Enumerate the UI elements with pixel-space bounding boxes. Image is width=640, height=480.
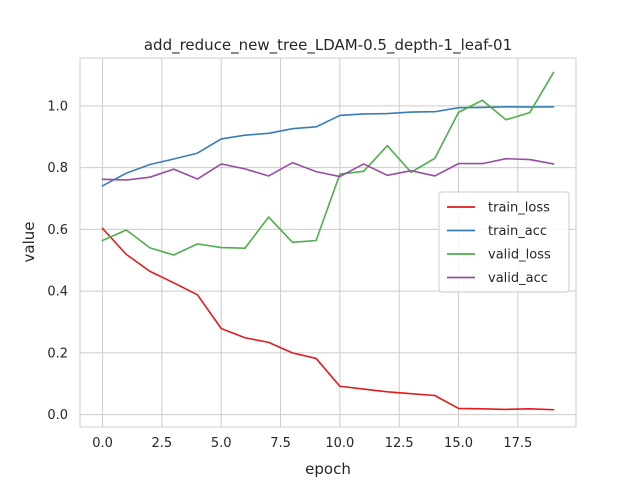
chart-title: add_reduce_new_tree_LDAM-0.5_depth-1_lea…	[144, 36, 512, 55]
legend-label-valid-acc: valid_acc	[488, 271, 548, 286]
y-tick-label: 1.0	[47, 99, 68, 114]
x-tick-label: 10.0	[325, 436, 354, 451]
series-line-valid-acc	[101, 157, 555, 181]
series-line-valid-loss	[101, 71, 555, 256]
y-tick-label: 0.0	[47, 408, 68, 423]
x-tick-label: 0.0	[92, 436, 113, 451]
legend-label-train-acc: train_acc	[488, 224, 547, 239]
legend-label-train-loss: train_loss	[488, 201, 550, 216]
x-axis-label: epoch	[305, 460, 351, 478]
x-tick-label: 5.0	[211, 436, 232, 451]
y-tick-label: 0.2	[47, 346, 68, 361]
legend-box	[438, 191, 570, 293]
y-tick-label: 0.4	[47, 285, 68, 300]
legend: train_loss train_acc valid_loss valid_acc	[438, 191, 570, 293]
y-tick-labels: 0.0 0.2 0.4 0.6 0.8 1.0	[47, 99, 68, 423]
series-line-train-acc	[101, 105, 555, 187]
plot-frame	[79, 57, 577, 428]
x-tick-label: 2.5	[152, 436, 173, 451]
series-line-train-loss	[101, 227, 555, 411]
x-gridlines	[102, 58, 519, 427]
x-tick-label: 17.5	[503, 436, 532, 451]
y-tick-label: 0.8	[47, 161, 68, 176]
legend-label-valid-loss: valid_loss	[488, 248, 551, 263]
x-tick-labels: 0.0 2.5 5.0 7.5 10.0 12.5 15.0 17.5	[92, 436, 532, 451]
x-tick-label: 7.5	[270, 436, 291, 451]
x-tick-label: 12.5	[385, 436, 414, 451]
series-lines	[101, 71, 555, 411]
x-tick-label: 15.0	[444, 436, 473, 451]
legend-entries: train_loss train_acc valid_loss valid_acc	[447, 201, 551, 286]
y-axis-label: value	[20, 222, 38, 263]
y-tick-label: 0.6	[47, 223, 68, 238]
